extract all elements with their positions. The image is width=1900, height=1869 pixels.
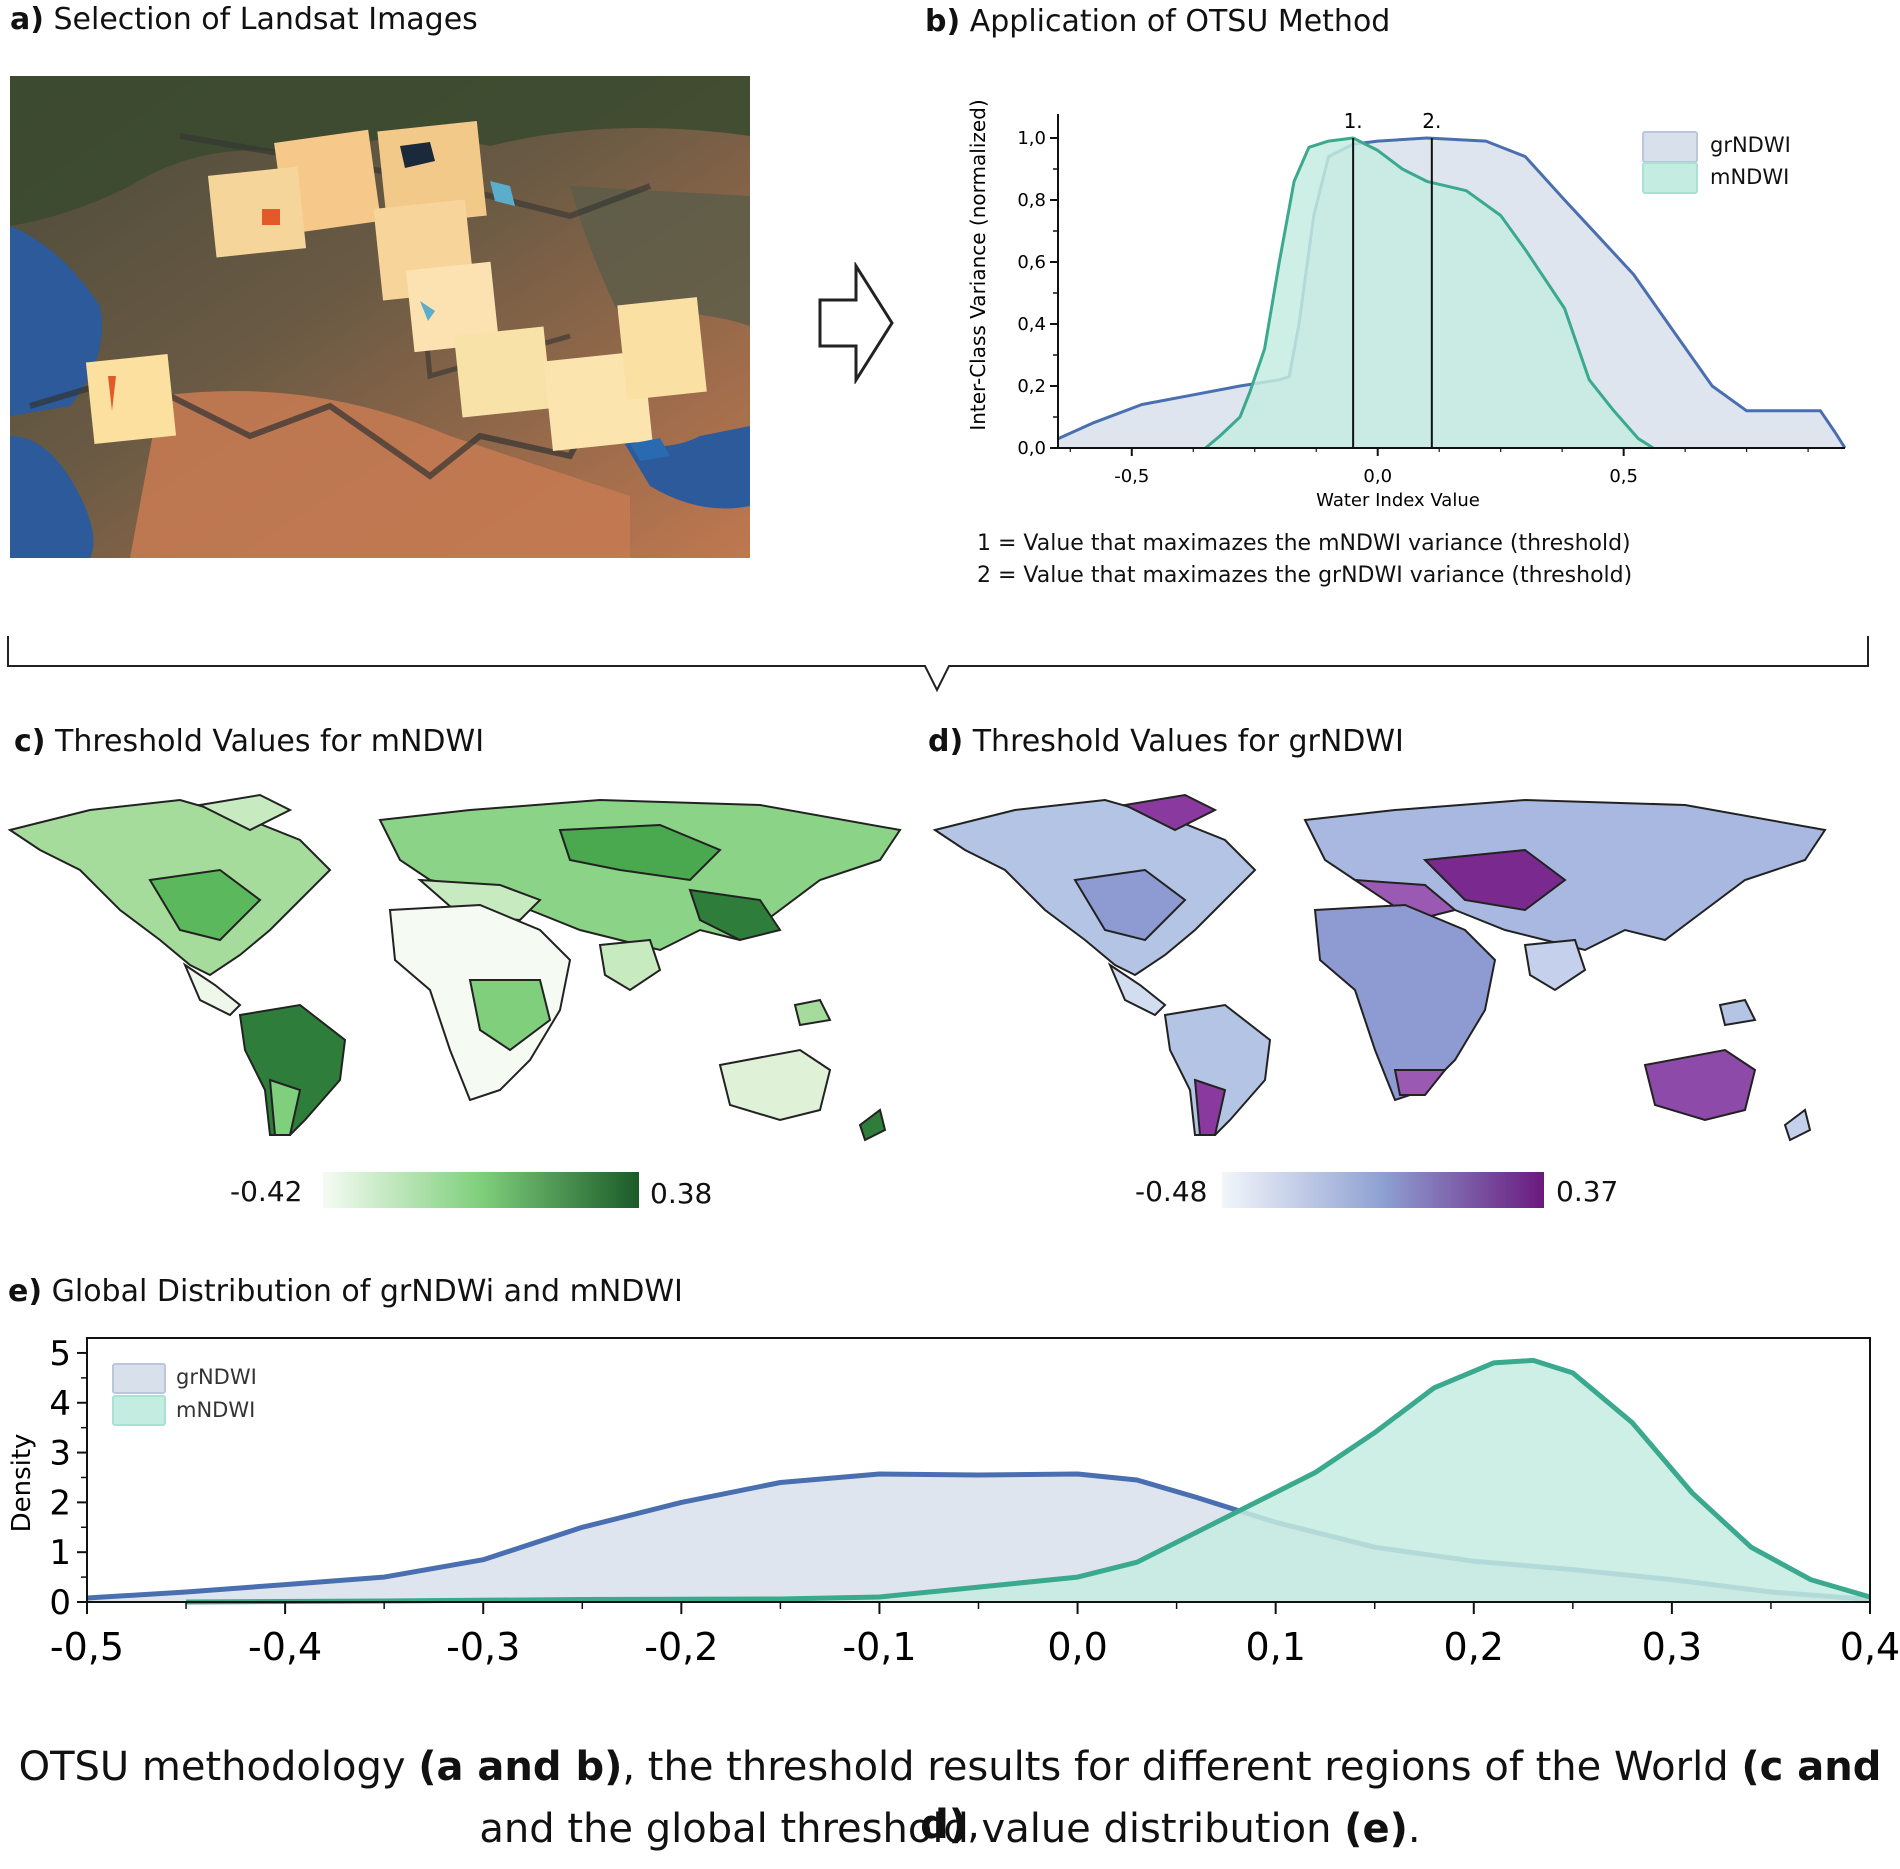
legend-swatch-grndwi: [1642, 131, 1698, 163]
y-tick-label: 0: [49, 1583, 71, 1623]
x-tick-label: -0,3: [446, 1625, 520, 1669]
threshold-note-1: 1 = Value that maximazes the mNDWI varia…: [977, 531, 1631, 556]
colorbar-d: [1222, 1172, 1544, 1208]
legend-e-swatch-mndwi: [112, 1395, 166, 1426]
y-tick-label: 2: [49, 1483, 71, 1523]
y-tick-label: 0,0: [1017, 438, 1046, 459]
x-tick-label: -0,1: [842, 1625, 916, 1669]
x-tick-label: 0,5: [1609, 466, 1638, 487]
colorbar-c: [323, 1172, 639, 1208]
threshold-marker-2: 2.: [1422, 109, 1441, 133]
x-tick-label: -0,4: [248, 1625, 322, 1669]
y-tick-label: 5: [49, 1334, 71, 1374]
y-tick-label: 0,4: [1017, 314, 1046, 335]
y-axis-label-density: Density: [7, 1434, 37, 1533]
right-arrow-icon: [818, 262, 894, 384]
y-tick-label: 1,0: [1017, 128, 1046, 149]
x-tick-label: 0,1: [1245, 1625, 1305, 1669]
threshold-note-2: 2 = Value that maximazes the grNDWI vari…: [977, 563, 1633, 588]
y-axis-label: Inter-Class Variance (normalized): [966, 100, 990, 431]
otsu-variance-chart: 1. 2. 0,0 0,2 0,4 0,6 0,8 1,0 -0,5 0,0 0,5 Water …: [966, 100, 1847, 511]
world-map-mndwi: [7, 793, 902, 1142]
mndwi-density-area: [186, 1360, 1871, 1602]
x-tick-label: 0,0: [1363, 466, 1392, 487]
x-tick-label: 0,4: [1840, 1625, 1900, 1669]
landsat-tiles: [85, 121, 707, 461]
legend-e-label-grndwi: grNDWI: [176, 1365, 257, 1389]
y-tick-label: 1: [49, 1533, 71, 1573]
global-density-chart: 0 1 2 3 4 5 -0,5 -0,4 -0,3 -0,2 -0,1 0,0 0,1 0,2 0,3 0,…: [7, 1334, 1900, 1669]
legend-label-grndwi: grNDWI: [1710, 133, 1791, 157]
panel-b-title: b) Application of OTSU Method: [925, 4, 1391, 39]
y-tick-label: 0,6: [1017, 252, 1046, 273]
x-tick-label: -0,2: [644, 1625, 718, 1669]
y-tick-label: 3: [49, 1434, 71, 1474]
mndwi-variance-line: [1204, 136, 1655, 450]
x-tick-label: 0,0: [1047, 1625, 1107, 1669]
x-tick-label: -0,5: [1114, 466, 1149, 487]
panel-a-title: a) Selection of Landsat Images: [10, 2, 478, 37]
colorbar-d-min: -0.48: [1135, 1175, 1208, 1208]
colorbar-d-max: 0.37: [1556, 1175, 1619, 1208]
x-tick-label: 0,2: [1444, 1625, 1504, 1669]
section-brace: [7, 636, 1869, 693]
colorbar-c-min: -0.42: [230, 1175, 303, 1208]
y-tick-label: 0,2: [1017, 376, 1046, 397]
x-axis-label: Water Index Value: [1316, 490, 1480, 511]
legend-label-mndwi: mNDWI: [1710, 165, 1790, 189]
satellite-image: [10, 76, 750, 558]
mndwi-variance-area: [1205, 138, 1654, 448]
legend-e-swatch-grndwi: [112, 1363, 166, 1394]
grndwi-variance-line: [1057, 136, 1847, 449]
panel-e-title: e) Global Distribution of grNDWi and mND…: [8, 1274, 683, 1309]
threshold-marker-1: 1.: [1344, 109, 1363, 133]
legend-swatch-mndwi: [1642, 162, 1698, 194]
panel-c-title: c) Threshold Values for mNDWI: [14, 724, 485, 759]
panel-d-title: d) Threshold Values for grNDWI: [928, 724, 1404, 759]
legend-e-label-mndwi: mNDWI: [176, 1398, 256, 1422]
figure-caption-line-2: and the global threshold value distribut…: [479, 1806, 1421, 1852]
mndwi-density-line: [186, 1357, 1871, 1605]
x-tick-label: -0,5: [50, 1625, 124, 1669]
x-tick-label: 0,3: [1642, 1625, 1702, 1669]
world-map-grndwi: [932, 793, 1827, 1142]
colorbar-c-max: 0.38: [650, 1177, 713, 1210]
y-tick-label: 4: [49, 1384, 71, 1424]
y-tick-label: 0,8: [1017, 190, 1046, 211]
figure-caption-line-1: OTSU methodology (a and b), the threshol…: [18, 1744, 1882, 1848]
